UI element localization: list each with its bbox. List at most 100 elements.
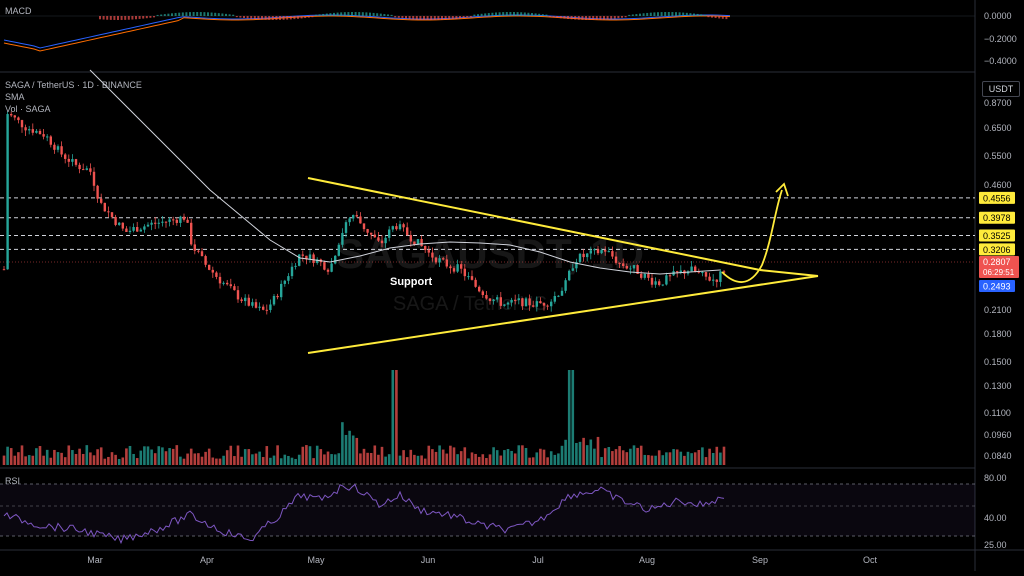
level-price-tag: 0.3206 [979,243,1015,256]
macd-histogram-bar [99,16,101,20]
macd-histogram-bar [340,12,343,16]
candle-body [647,273,650,278]
candle-body [240,299,243,302]
candle-body [712,279,715,281]
price-tick-label: 0.1500 [984,357,1012,367]
volume-bar [416,455,420,465]
macd-histogram-bar [671,12,674,16]
candle-body [168,219,171,222]
candle-body [150,222,153,225]
candle-body [326,269,330,272]
candle-body [398,224,402,230]
candle-body [542,303,546,306]
candle-body [539,301,542,304]
macd-histogram-bar [181,12,184,16]
candle-body [661,284,664,286]
volume-bar [294,458,297,465]
macd-histogram-bar [307,16,310,18]
candle-body [593,249,596,251]
volume-bar [387,454,391,465]
macd-histogram-bar [275,16,278,20]
macd-histogram-bar [581,16,584,20]
time-axis[interactable]: Mar Apr May Jun Jul Aug Sep Oct [87,555,877,565]
volume-bar [639,445,643,465]
level-price-tag: 0.4556 [979,191,1015,204]
candle-body [535,301,538,307]
macd-histogram-bar [513,12,515,16]
candle-body [157,222,160,224]
macd-histogram-bar [106,16,109,20]
candle-body [46,136,49,138]
macd-histogram-bar [315,14,317,16]
macd-histogram-bar [156,14,159,16]
macd-histogram-bar [646,12,649,16]
candle-body [679,270,682,273]
candle-body [442,258,445,260]
volume-bar [243,449,247,465]
candle-body [611,251,614,257]
candle-body [247,297,250,306]
volume-bar [625,452,629,465]
candle-body [460,264,463,269]
candle-body [254,302,258,308]
volume-bar [539,448,542,465]
candle-body [456,264,459,272]
macd-histogram-bar [441,16,443,20]
candle-body [715,279,718,282]
month-label: Oct [863,555,878,565]
volume-bar [197,453,200,465]
volume-bar [470,452,474,465]
candle-body [13,115,16,118]
volume-bar [513,453,517,465]
candle-body [74,159,78,165]
volume-bar [215,458,218,465]
price-axis[interactable]: 0.87000.65000.55000.46000.28000.24900.21… [979,11,1019,550]
volume-bar [402,450,405,465]
trendlines[interactable] [307,177,819,354]
volume-bar [621,450,625,465]
volume-bar [96,449,99,465]
candle-body [625,266,628,269]
volume-bar [312,458,315,465]
macd-histogram-bar [405,16,407,19]
macd-histogram-bar [149,16,152,18]
candle-body [467,276,470,278]
volume-bar [330,454,333,465]
volume-bar [207,448,211,465]
macd-histogram-bar [664,12,667,16]
macd-histogram-bar [279,16,281,20]
volume-bar [132,453,135,465]
volume-bar [373,445,377,465]
candle-body [114,216,117,225]
chart-title: SAGA / TetherUS · 1D · BINANCE [5,80,142,90]
volume-bar [297,454,301,465]
macd-histogram-bar [347,12,350,16]
candle-body [424,245,427,251]
volume-bar [510,450,513,465]
candle-body [402,224,405,228]
price-tick-label: 0.2100 [984,305,1012,315]
candle-body [719,271,722,282]
macd-histogram-bar [520,12,523,16]
macd-histogram-bar [516,12,519,16]
macd-tick-label: −0.4000 [984,56,1017,66]
volume-bar [179,456,182,465]
volume-bar [240,456,243,465]
volume-bar [168,448,171,465]
candle-body [488,298,492,302]
candle-body [528,298,531,306]
currency-button[interactable]: USDT [982,81,1020,97]
volume-bar [2,455,6,465]
candle-body [204,256,207,265]
candle-body [236,290,240,300]
volume-bar [42,455,45,465]
candle-body [636,265,639,274]
candle-body [373,234,376,238]
candle-body [600,250,603,254]
macd-histogram-bar [430,16,433,20]
candle-body [78,164,81,170]
candle-body [251,302,254,306]
